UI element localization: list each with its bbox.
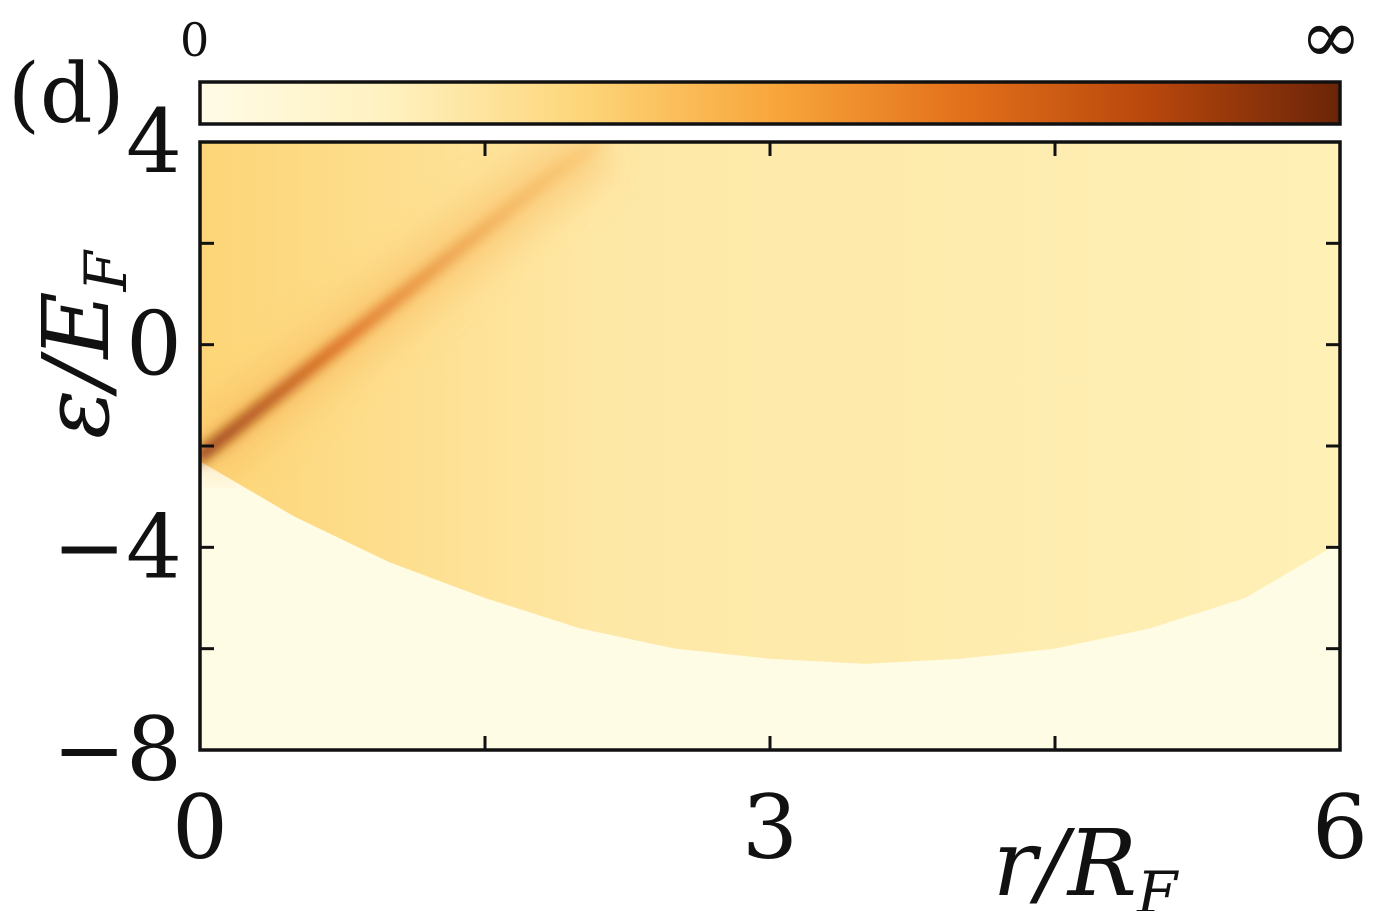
- colorbar: 0 ∞: [180, 0, 1362, 126]
- y-tick-label: 0: [126, 293, 182, 396]
- colorbar-max-label: ∞: [1300, 0, 1362, 80]
- x-tick-label: 0: [172, 776, 228, 879]
- x-axis: 0 3 6: [172, 142, 1368, 879]
- y-axis-label: ε/EF: [23, 249, 140, 439]
- continuum-band: [200, 142, 1340, 664]
- panel-label: (d): [8, 47, 124, 142]
- x-tick-label: 3: [742, 776, 798, 879]
- colorbar-min-label: 0: [180, 13, 209, 67]
- y-axis: −8 −4 0 4: [52, 90, 1340, 801]
- resonance-ridge: [200, 142, 605, 463]
- y-tick-label: 4: [126, 90, 182, 193]
- y-tick-label: −4: [52, 495, 182, 598]
- x-tick-label: 6: [1312, 776, 1368, 879]
- y-tick-label: −8: [52, 698, 182, 801]
- colorbar-fill: [198, 80, 1342, 126]
- x-axis-label: r/RF: [993, 810, 1179, 911]
- heatmap: [200, 142, 1340, 750]
